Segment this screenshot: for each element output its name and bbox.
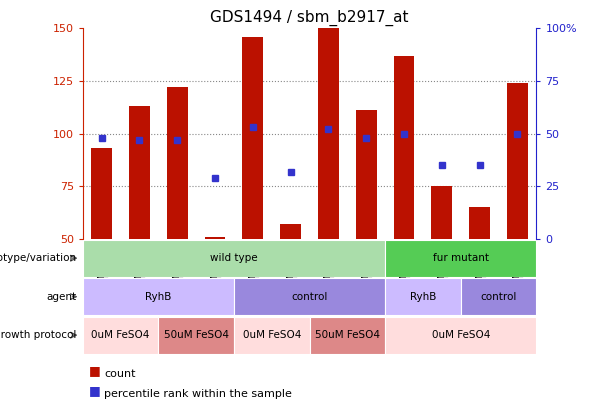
- Text: 0uM FeSO4: 0uM FeSO4: [432, 330, 490, 340]
- Text: RyhB: RyhB: [145, 292, 172, 302]
- Text: GSM67655: GSM67655: [400, 241, 409, 290]
- Text: GSM67663: GSM67663: [324, 241, 333, 290]
- Bar: [432, 186, 452, 239]
- Bar: [243, 37, 263, 239]
- Bar: [167, 87, 188, 239]
- Text: wild type: wild type: [210, 253, 258, 263]
- Text: GSM67660: GSM67660: [210, 241, 219, 290]
- Text: control: control: [481, 292, 517, 302]
- Text: GSM67647: GSM67647: [97, 241, 106, 290]
- Text: GSM67656: GSM67656: [437, 241, 446, 290]
- Bar: [280, 224, 301, 239]
- FancyBboxPatch shape: [310, 317, 385, 354]
- Bar: [205, 237, 226, 239]
- Text: ■: ■: [89, 384, 101, 397]
- Text: ■: ■: [89, 364, 101, 377]
- Bar: [91, 148, 112, 239]
- Bar: [394, 56, 414, 239]
- FancyBboxPatch shape: [385, 317, 536, 354]
- FancyBboxPatch shape: [385, 240, 536, 277]
- Text: GSM67652: GSM67652: [286, 241, 295, 290]
- Text: 50uM FeSO4: 50uM FeSO4: [315, 330, 380, 340]
- Text: control: control: [291, 292, 328, 302]
- Text: GSM67665: GSM67665: [362, 241, 371, 290]
- Text: agent: agent: [47, 292, 77, 302]
- Text: count: count: [104, 369, 135, 379]
- Text: 50uM FeSO4: 50uM FeSO4: [164, 330, 229, 340]
- FancyBboxPatch shape: [234, 278, 385, 315]
- Text: fur mutant: fur mutant: [433, 253, 489, 263]
- Text: GSM67651: GSM67651: [248, 241, 257, 290]
- FancyBboxPatch shape: [461, 278, 536, 315]
- Text: GSM67658: GSM67658: [513, 241, 522, 290]
- Text: GSM67657: GSM67657: [475, 241, 484, 290]
- Bar: [129, 106, 150, 239]
- FancyBboxPatch shape: [234, 317, 310, 354]
- Text: growth protocol: growth protocol: [0, 330, 77, 340]
- FancyBboxPatch shape: [158, 317, 234, 354]
- FancyBboxPatch shape: [385, 278, 461, 315]
- Text: percentile rank within the sample: percentile rank within the sample: [104, 389, 292, 399]
- Bar: [470, 207, 490, 239]
- FancyBboxPatch shape: [83, 317, 158, 354]
- FancyBboxPatch shape: [83, 240, 385, 277]
- Bar: [507, 83, 528, 239]
- Bar: [318, 28, 339, 239]
- Text: GSM67659: GSM67659: [173, 241, 182, 290]
- Title: GDS1494 / sbm_b2917_at: GDS1494 / sbm_b2917_at: [210, 9, 409, 26]
- Text: 0uM FeSO4: 0uM FeSO4: [91, 330, 150, 340]
- Text: 0uM FeSO4: 0uM FeSO4: [243, 330, 301, 340]
- FancyBboxPatch shape: [83, 278, 234, 315]
- Text: RyhB: RyhB: [409, 292, 436, 302]
- Text: genotype/variation: genotype/variation: [0, 253, 77, 263]
- Bar: [356, 111, 376, 239]
- Text: GSM67648: GSM67648: [135, 241, 144, 290]
